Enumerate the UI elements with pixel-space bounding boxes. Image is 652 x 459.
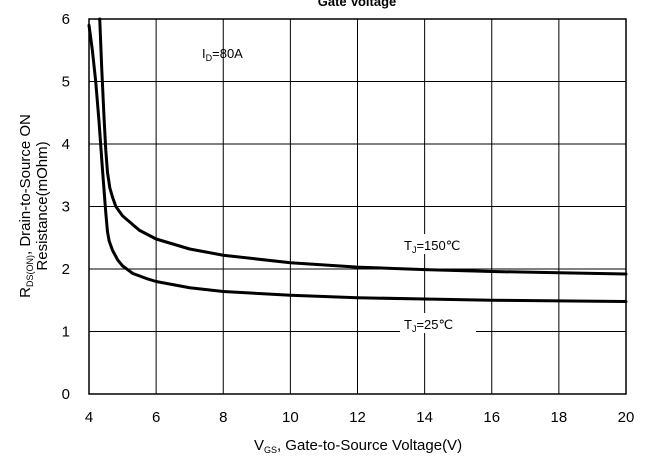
annotation-id: ID=80A bbox=[202, 46, 243, 63]
x-tick-label: 8 bbox=[219, 409, 227, 426]
annotation-tj25-bg bbox=[400, 313, 476, 333]
y-axis-label: RDS(ON), Drain-to-Source ON Resistance(m… bbox=[17, 114, 51, 298]
x-tick-label: 20 bbox=[618, 409, 635, 426]
x-tick-label: 4 bbox=[85, 409, 93, 426]
series-layer bbox=[87, 17, 628, 303]
annotation-tj150: TJ=150℃ bbox=[404, 238, 460, 255]
y-axis-label-line1: RDS(ON), Drain-to-Source ON bbox=[17, 114, 35, 298]
y-tick-label: 6 bbox=[62, 11, 70, 28]
y-tick-label: 2 bbox=[62, 261, 70, 278]
x-tick-label: 18 bbox=[551, 409, 568, 426]
y-axis-label-line2: Resistance(mOhm) bbox=[34, 141, 51, 270]
annotation-tj25: TJ=25℃ bbox=[404, 317, 453, 334]
x-axis-label: VGS, Gate-to-Source Voltage(V) bbox=[254, 437, 462, 455]
plot-frame bbox=[88, 18, 627, 395]
series-line-tj25 bbox=[87, 23, 628, 303]
x-tick-label: 6 bbox=[152, 409, 160, 426]
x-tick-label: 14 bbox=[416, 409, 433, 426]
annotation-tj150-bg bbox=[400, 234, 484, 254]
y-tick-labels: 0 1 2 3 4 5 6 bbox=[62, 11, 70, 403]
x-tick-label: 10 bbox=[282, 409, 299, 426]
x-tick-label: 12 bbox=[349, 409, 366, 426]
x-tick-label: 16 bbox=[483, 409, 500, 426]
y-tick-label: 4 bbox=[62, 136, 70, 153]
y-tick-label: 3 bbox=[62, 199, 70, 216]
y-tick-label: 5 bbox=[62, 74, 70, 91]
series-line-tj150 bbox=[98, 17, 628, 276]
x-tick-labels: 4 6 8 10 12 14 16 18 20 bbox=[85, 409, 635, 426]
y-tick-label: 0 bbox=[62, 386, 70, 403]
chart-title: Gate Voltage bbox=[318, 0, 397, 9]
y-tick-label: 1 bbox=[62, 324, 70, 341]
grid-lines bbox=[88, 18, 627, 395]
